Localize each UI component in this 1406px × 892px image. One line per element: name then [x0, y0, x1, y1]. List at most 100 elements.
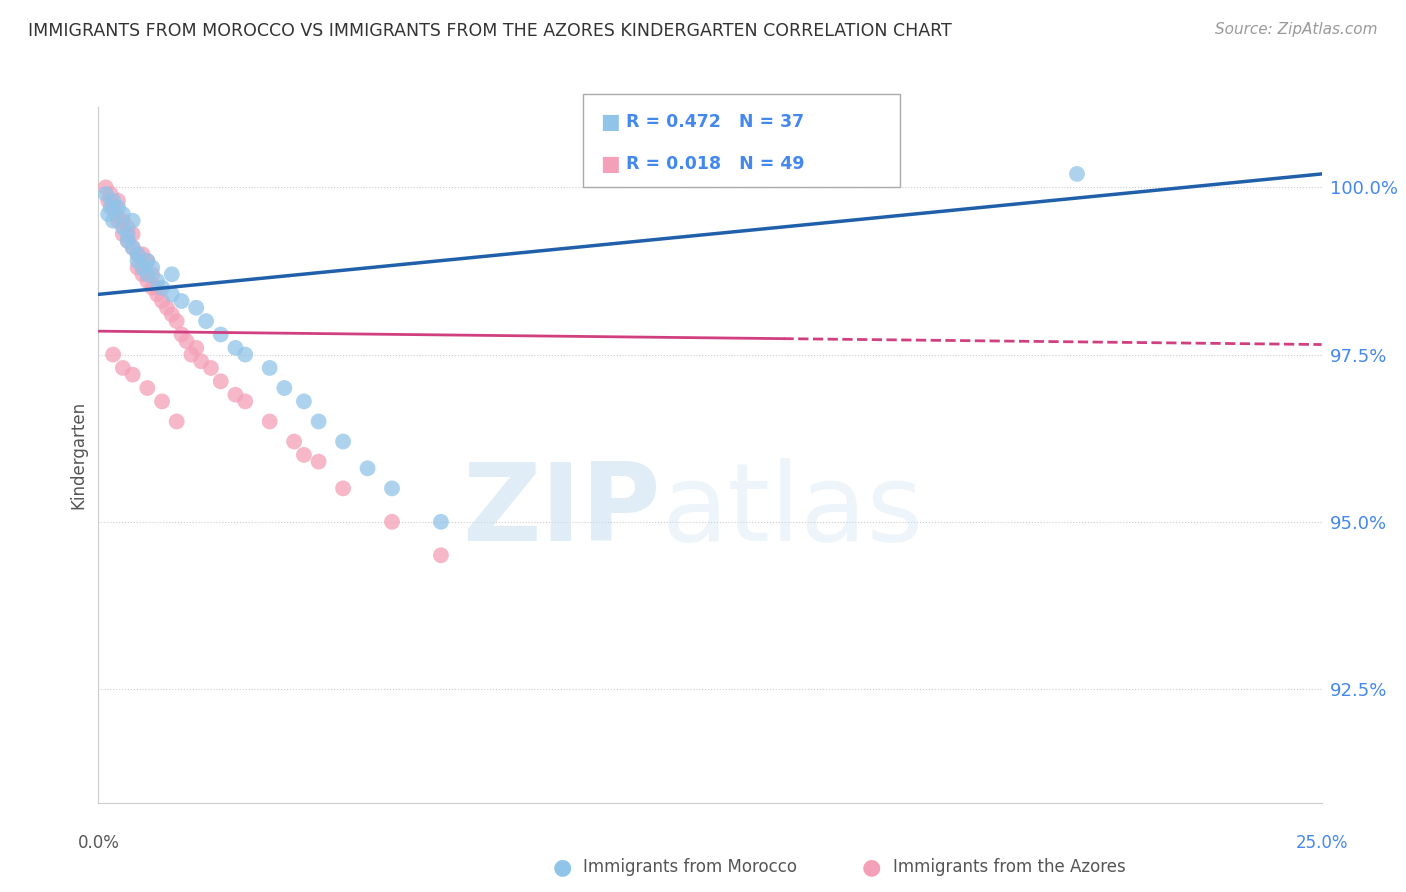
Point	[121, 241, 143, 255]
Point	[259, 361, 281, 376]
Point	[166, 314, 188, 328]
Point	[127, 253, 149, 268]
Point	[170, 327, 193, 342]
Point	[131, 268, 153, 282]
Point	[195, 314, 218, 328]
Point	[292, 394, 315, 409]
Y-axis label: Kindergarten: Kindergarten	[69, 401, 87, 509]
Text: 25.0%: 25.0%	[1295, 834, 1348, 852]
Point	[94, 187, 117, 202]
Point	[150, 394, 173, 409]
Text: Immigrants from Morocco: Immigrants from Morocco	[583, 858, 797, 876]
Point	[150, 294, 173, 309]
Point	[121, 227, 143, 242]
Text: ZIP: ZIP	[463, 458, 661, 564]
Point	[101, 348, 124, 362]
Point	[136, 274, 159, 288]
Point	[146, 281, 169, 295]
Point	[107, 201, 129, 215]
Point	[121, 214, 143, 228]
Point	[107, 194, 129, 208]
Point	[160, 268, 183, 282]
Point	[273, 381, 295, 395]
Point	[186, 301, 208, 315]
Text: ●: ●	[862, 857, 882, 877]
Text: ■: ■	[600, 112, 620, 132]
Text: R = 0.018   N = 49: R = 0.018 N = 49	[626, 155, 804, 173]
Point	[127, 260, 149, 275]
Point	[190, 354, 212, 368]
Point	[97, 194, 120, 208]
Point	[121, 241, 143, 255]
Text: ●: ●	[553, 857, 572, 877]
Point	[233, 394, 256, 409]
Text: R = 0.472   N = 37: R = 0.472 N = 37	[626, 112, 804, 131]
Point	[131, 247, 153, 261]
Point	[233, 348, 256, 362]
Point	[111, 220, 134, 235]
Point	[111, 207, 134, 221]
Point	[150, 281, 173, 295]
Point	[292, 448, 315, 462]
Text: Source: ZipAtlas.com: Source: ZipAtlas.com	[1215, 22, 1378, 37]
Text: ■: ■	[600, 154, 620, 174]
Point	[381, 482, 404, 496]
Point	[141, 268, 163, 282]
Point	[180, 348, 202, 362]
Point	[121, 368, 143, 382]
Text: Immigrants from the Azores: Immigrants from the Azores	[893, 858, 1126, 876]
Point	[131, 260, 153, 275]
Point	[283, 434, 305, 449]
Point	[136, 381, 159, 395]
Point	[356, 461, 378, 475]
Point	[176, 334, 198, 349]
Point	[100, 201, 122, 215]
Point	[141, 260, 163, 275]
Point	[160, 308, 183, 322]
Point	[430, 515, 453, 529]
Point	[166, 415, 188, 429]
Point	[156, 301, 179, 315]
Text: atlas: atlas	[661, 458, 924, 564]
Point	[127, 247, 149, 261]
Text: IMMIGRANTS FROM MOROCCO VS IMMIGRANTS FROM THE AZORES KINDERGARTEN CORRELATION C: IMMIGRANTS FROM MOROCCO VS IMMIGRANTS FR…	[28, 22, 952, 40]
Point	[117, 234, 139, 248]
Point	[430, 549, 453, 563]
Point	[104, 207, 127, 221]
Point	[141, 281, 163, 295]
Point	[146, 274, 169, 288]
Point	[111, 214, 134, 228]
Point	[170, 294, 193, 309]
Text: 0.0%: 0.0%	[77, 834, 120, 852]
Point	[111, 227, 134, 242]
Point	[127, 247, 149, 261]
Point	[381, 515, 404, 529]
Point	[117, 220, 139, 235]
Point	[1066, 167, 1088, 181]
Point	[332, 482, 354, 496]
Point	[136, 253, 159, 268]
Point	[94, 180, 117, 194]
Point	[224, 341, 246, 355]
Point	[111, 361, 134, 376]
Point	[100, 187, 122, 202]
Point	[101, 201, 124, 215]
Point	[117, 234, 139, 248]
Point	[101, 194, 124, 208]
Point	[308, 455, 330, 469]
Point	[209, 375, 232, 389]
Point	[224, 387, 246, 401]
Point	[259, 415, 281, 429]
Point	[117, 227, 139, 242]
Point	[308, 415, 330, 429]
Point	[332, 434, 354, 449]
Point	[107, 214, 129, 228]
Point	[146, 287, 169, 301]
Point	[101, 214, 124, 228]
Point	[136, 268, 159, 282]
Point	[209, 327, 232, 342]
Point	[200, 361, 222, 376]
Point	[160, 287, 183, 301]
Point	[97, 207, 120, 221]
Point	[136, 253, 159, 268]
